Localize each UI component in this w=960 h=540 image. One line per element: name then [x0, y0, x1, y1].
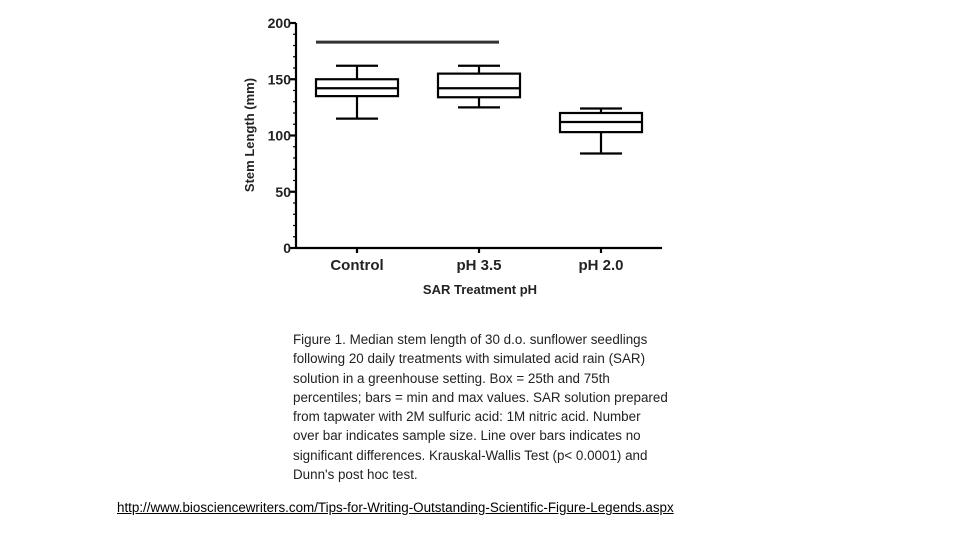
y-axis-title: Stem Length (mm)	[242, 78, 257, 192]
box-1	[314, 64, 400, 120]
y-tick-label: 0	[283, 240, 291, 256]
y-tick-label: 100	[268, 128, 292, 144]
y-tick-label: 200	[268, 15, 292, 31]
x-tick-label: pH 3.5	[456, 257, 501, 274]
caption-line: from tapwater with 2M sulfuric acid: 1M …	[293, 409, 641, 425]
box-plot-chart: 0 50 100 150 200 Control pH 3.5 pH 2.0 Stem Le…	[242, 15, 662, 297]
caption-line: following 20 daily treatments with simul…	[293, 351, 646, 367]
caption-line: Figure 1. Median stem length of 30 d.o. …	[293, 332, 648, 347]
box-3	[558, 107, 644, 155]
figure-caption: Figure 1. Median stem length of 30 d.o. …	[293, 330, 713, 484]
caption-line: solution in a greenhouse setting. Box = …	[293, 370, 610, 386]
source-link[interactable]: http://www.biosciencewriters.com/Tips-fo…	[117, 500, 674, 515]
x-tick-label: Control	[330, 257, 383, 274]
y-tick-label: 150	[268, 71, 292, 87]
box-2	[436, 64, 522, 109]
y-tick-label: 50	[275, 184, 291, 200]
x-axis-title: SAR Treatment pH	[423, 282, 537, 297]
x-axis: Control pH 3.5 pH 2.0	[296, 246, 662, 274]
caption-line: over bar indicates sample size. Line ove…	[293, 428, 641, 444]
x-tick-label: pH 2.0	[578, 257, 623, 274]
caption-line: significant differences. Krauskal-Wallis…	[293, 447, 648, 463]
boxes-group	[314, 64, 644, 155]
y-axis: 0 50 100 150 200	[268, 15, 298, 256]
caption-line: percentiles; bars = min and max values. …	[293, 389, 668, 405]
caption-line: Dunn's post hoc test.	[293, 467, 418, 483]
box-iqr	[436, 72, 522, 99]
